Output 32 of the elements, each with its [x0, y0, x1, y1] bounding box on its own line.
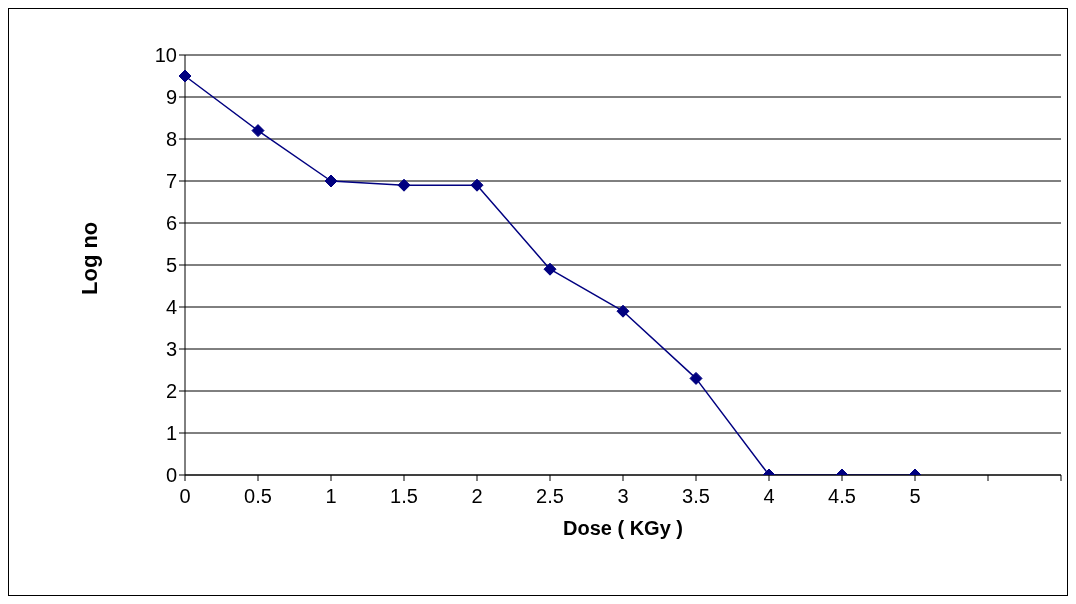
x-tick-label: 3.5	[682, 485, 710, 508]
y-tick-label: 3	[165, 338, 177, 361]
y-tick-label: 9	[165, 86, 177, 109]
y-tick-label: 7	[165, 170, 177, 193]
point	[251, 124, 265, 138]
x-tick-label: 1	[325, 485, 337, 508]
y-tick-label: 1	[165, 422, 177, 445]
point	[689, 371, 703, 385]
y-tick-label: 0	[165, 464, 177, 487]
x-tick-label: 2	[471, 485, 483, 508]
x-tick-label: 4.5	[828, 485, 856, 508]
x-tick-label: 1.5	[390, 485, 418, 508]
x-axis-title: Dose ( KGy )	[562, 517, 684, 539]
y-tick-label: 10	[154, 44, 177, 67]
y-tick-label: 2	[165, 380, 177, 403]
y-axis-title: Log no	[76, 221, 102, 295]
x-tick-label: 5	[909, 485, 921, 508]
x-tick-label: 2.5	[536, 485, 564, 508]
point	[616, 304, 630, 318]
x-tick-label: 0	[179, 485, 191, 508]
point	[543, 262, 557, 276]
x-tick-label: 4	[763, 485, 775, 508]
point	[324, 174, 338, 188]
y-tick-label: 5	[165, 254, 177, 277]
y-tick-label: 8	[165, 128, 177, 151]
point	[397, 178, 411, 192]
y-tick-label: 6	[165, 212, 177, 235]
y-tick-label: 4	[165, 296, 177, 319]
point	[470, 178, 484, 192]
x-tick-label: 0.5	[244, 485, 272, 508]
point	[178, 69, 192, 83]
x-tick-label: 3	[617, 485, 629, 508]
